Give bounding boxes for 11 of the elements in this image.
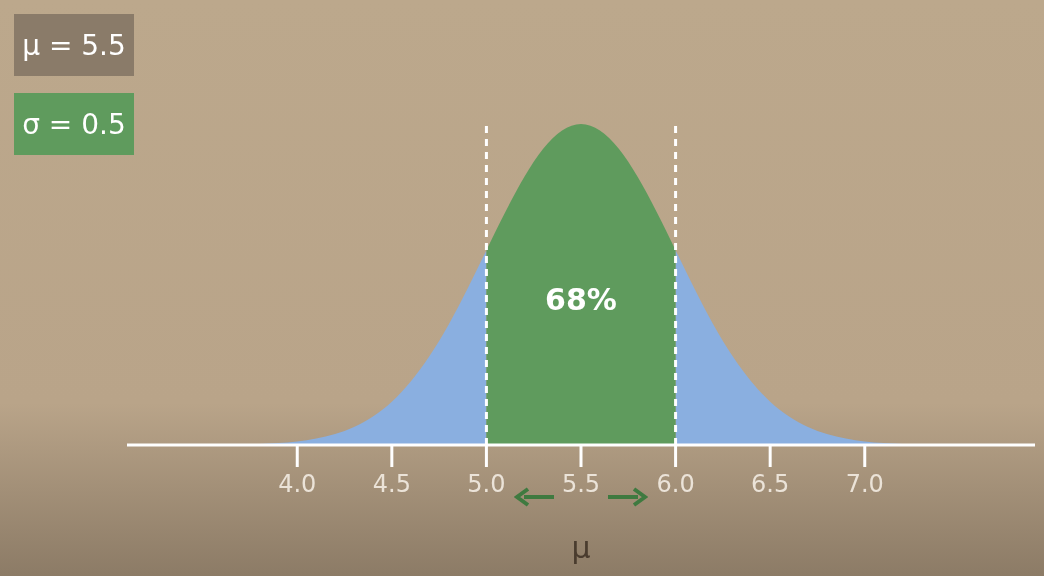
x-axis-title: μ xyxy=(571,530,591,565)
annotation: 68% xyxy=(544,282,618,317)
x-tick-label: 4.0 xyxy=(278,470,317,499)
x-tick-label: 6.5 xyxy=(751,470,790,499)
x-tick-label: 7.0 xyxy=(845,470,884,499)
x-tick-label: 5.0 xyxy=(467,470,506,499)
text: μ = 5.5 xyxy=(14,14,134,76)
x-tick-label: 6.0 xyxy=(656,470,695,499)
x-tick-label: 4.5 xyxy=(372,470,411,499)
text: σ = 0.5 xyxy=(14,93,134,155)
x-tick-label: 5.5 xyxy=(561,470,601,499)
